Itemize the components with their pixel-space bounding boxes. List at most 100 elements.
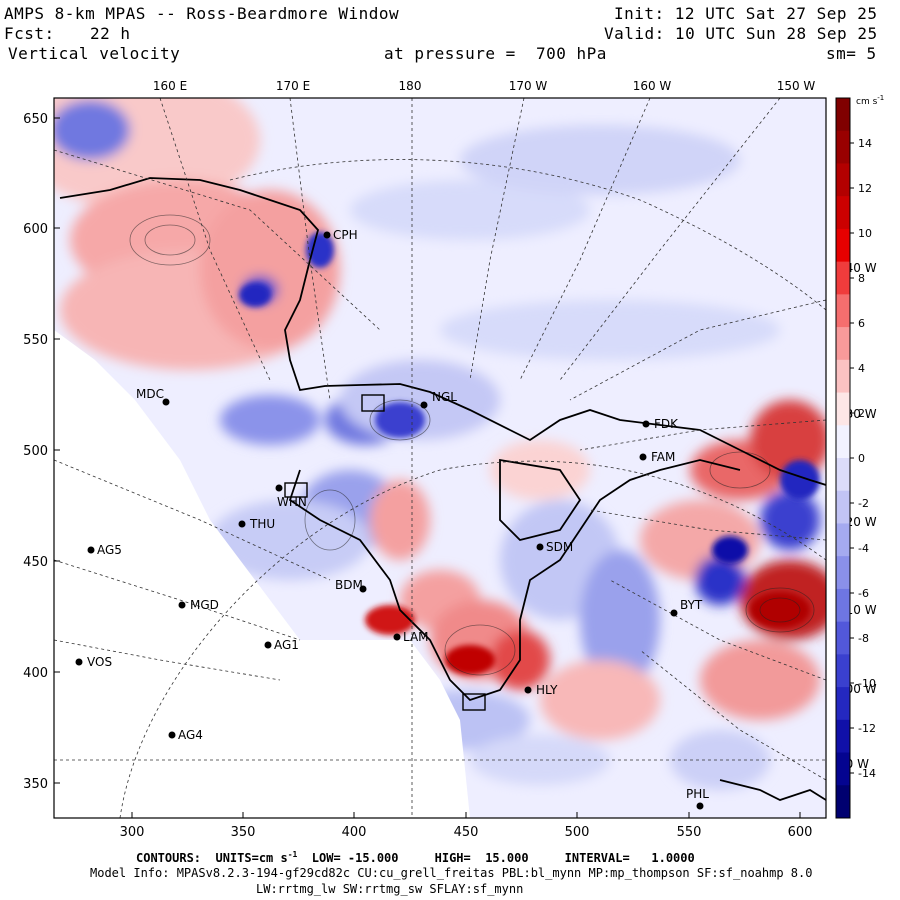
- model-title: AMPS 8-km MPAS -- Ross-Beardmore Window: [4, 4, 400, 23]
- init-time: Init: 12 UTC Sat 27 Sep 25: [614, 4, 878, 23]
- station-whn: WHN: [275, 484, 307, 509]
- graticule: [54, 98, 826, 818]
- colorbar-swatch: [836, 621, 850, 655]
- y-tick-label: 600: [23, 222, 48, 237]
- y-axis: 650 600 550 500 450 400 350: [23, 112, 60, 792]
- station-label: VOS: [87, 655, 112, 669]
- lon-label: 160 W: [633, 79, 672, 93]
- station-label: WHN: [277, 495, 307, 509]
- field-name: Vertical velocity: [8, 44, 181, 63]
- station-dot: [178, 601, 186, 609]
- station-fam: FAM: [639, 450, 675, 464]
- colorbar-swatch: [836, 163, 850, 197]
- colorbar-swatch: [836, 556, 850, 590]
- model-info: Model Info: MPASv8.2.3-194-gf29cd82c CU:…: [90, 866, 813, 880]
- station-label: SDM: [546, 540, 573, 554]
- y-tick-label: 450: [23, 555, 48, 570]
- station-hly: HLY: [524, 683, 558, 697]
- x-tick-label: 550: [677, 825, 702, 840]
- station-label: AG4: [178, 728, 203, 742]
- station-ag4: AG4: [168, 728, 203, 742]
- station-dot: [420, 401, 428, 409]
- pressure-level: at pressure = 700 hPa: [384, 44, 607, 63]
- station-ag1: AG1: [264, 638, 299, 652]
- colorbar-label: 2: [858, 407, 865, 420]
- colorbar-swatch: [836, 523, 850, 557]
- colorbar-swatch: [836, 425, 850, 459]
- colorbar-swatch: [836, 130, 850, 164]
- station-dot: [670, 609, 678, 617]
- marker-box: [462, 693, 486, 711]
- colorbar-swatch: [836, 490, 850, 524]
- y-tick-label: 500: [23, 444, 48, 459]
- y-tick-label: 350: [23, 777, 48, 792]
- station-label: HLY: [536, 683, 558, 697]
- coastline: [59, 177, 826, 801]
- station-thu: THU: [238, 517, 275, 531]
- station-dot: [75, 658, 83, 666]
- colorbar-swatch: [836, 196, 850, 230]
- smoothing: sm= 5: [826, 44, 877, 63]
- colorbar-label: 10: [858, 227, 872, 240]
- station-dot: [264, 641, 272, 649]
- station-dot: [87, 546, 95, 554]
- station-vos: VOS: [75, 655, 112, 669]
- station-label: AG1: [274, 638, 299, 652]
- station-dot: [524, 686, 532, 694]
- terrain-mask: [54, 330, 470, 818]
- colorbar: 14 12 10 8 6 4 2 0 -2 -4 -6 -8 -10 -12 -14 cm s-1: [835, 94, 884, 819]
- colorbar-label: -4: [858, 542, 869, 555]
- station-label: BDM: [335, 578, 363, 592]
- lon-label: 170 E: [276, 79, 310, 93]
- y-tick-label: 650: [23, 112, 48, 127]
- station-dot: [238, 520, 246, 528]
- station-dot: [639, 453, 647, 461]
- station-label: NGL: [432, 390, 457, 404]
- station-label: THU: [249, 517, 275, 531]
- station-lam: LAM: [393, 630, 429, 644]
- station-mdc: MDC: [136, 387, 170, 406]
- station-dot: [393, 633, 401, 641]
- colorbar-swatch: [836, 294, 850, 328]
- colorbar-swatch: [836, 458, 850, 492]
- colorbar-swatch: [836, 785, 850, 819]
- x-tick-label: 400: [342, 825, 367, 840]
- forecast-hour: 22 h: [90, 24, 131, 43]
- station-dot: [323, 231, 331, 239]
- station-label: CPH: [333, 228, 358, 242]
- station-dot: [696, 802, 704, 810]
- lon-label: 160 E: [153, 79, 187, 93]
- station-mgd: MGD: [178, 598, 219, 612]
- longitude-labels: 160 E 170 E 180 170 W 160 W 150 W: [153, 79, 816, 93]
- forecast-label: Fcst:: [4, 24, 55, 43]
- x-axis: 300 350 400 450 500 550 600: [120, 812, 812, 840]
- station-dot: [536, 543, 544, 551]
- station-phl: PHL: [686, 787, 709, 810]
- colorbar-label: 6: [858, 317, 865, 330]
- colorbar-label: -14: [858, 767, 876, 780]
- contours: [129, 214, 815, 676]
- colorbar-label: -8: [858, 632, 869, 645]
- station-ag5: AG5: [87, 543, 122, 557]
- station-cph: CPH: [323, 228, 358, 242]
- x-tick-label: 500: [565, 825, 590, 840]
- physics-info: LW:rrtmg_lw SW:rrtmg_sw SFLAY:sf_mynn: [256, 882, 524, 896]
- colorbar-swatch: [836, 719, 850, 754]
- x-tick-label: 450: [454, 825, 479, 840]
- station-sdm: SDM: [536, 540, 573, 554]
- colorbar-label: -2: [858, 497, 869, 510]
- station-label: AG5: [97, 543, 122, 557]
- lon-label: 150 W: [777, 79, 816, 93]
- station-dot: [162, 398, 170, 406]
- colorbar-label: 4: [858, 362, 865, 375]
- colorbar-label: 12: [858, 182, 872, 195]
- x-tick-label: 350: [231, 825, 256, 840]
- station-dot: [168, 731, 176, 739]
- station-dot: [359, 585, 367, 593]
- colorbar-label: 14: [858, 137, 872, 150]
- marker-box: [361, 394, 385, 412]
- station-label: PHL: [686, 787, 709, 801]
- station-fdk: FDK: [642, 417, 679, 431]
